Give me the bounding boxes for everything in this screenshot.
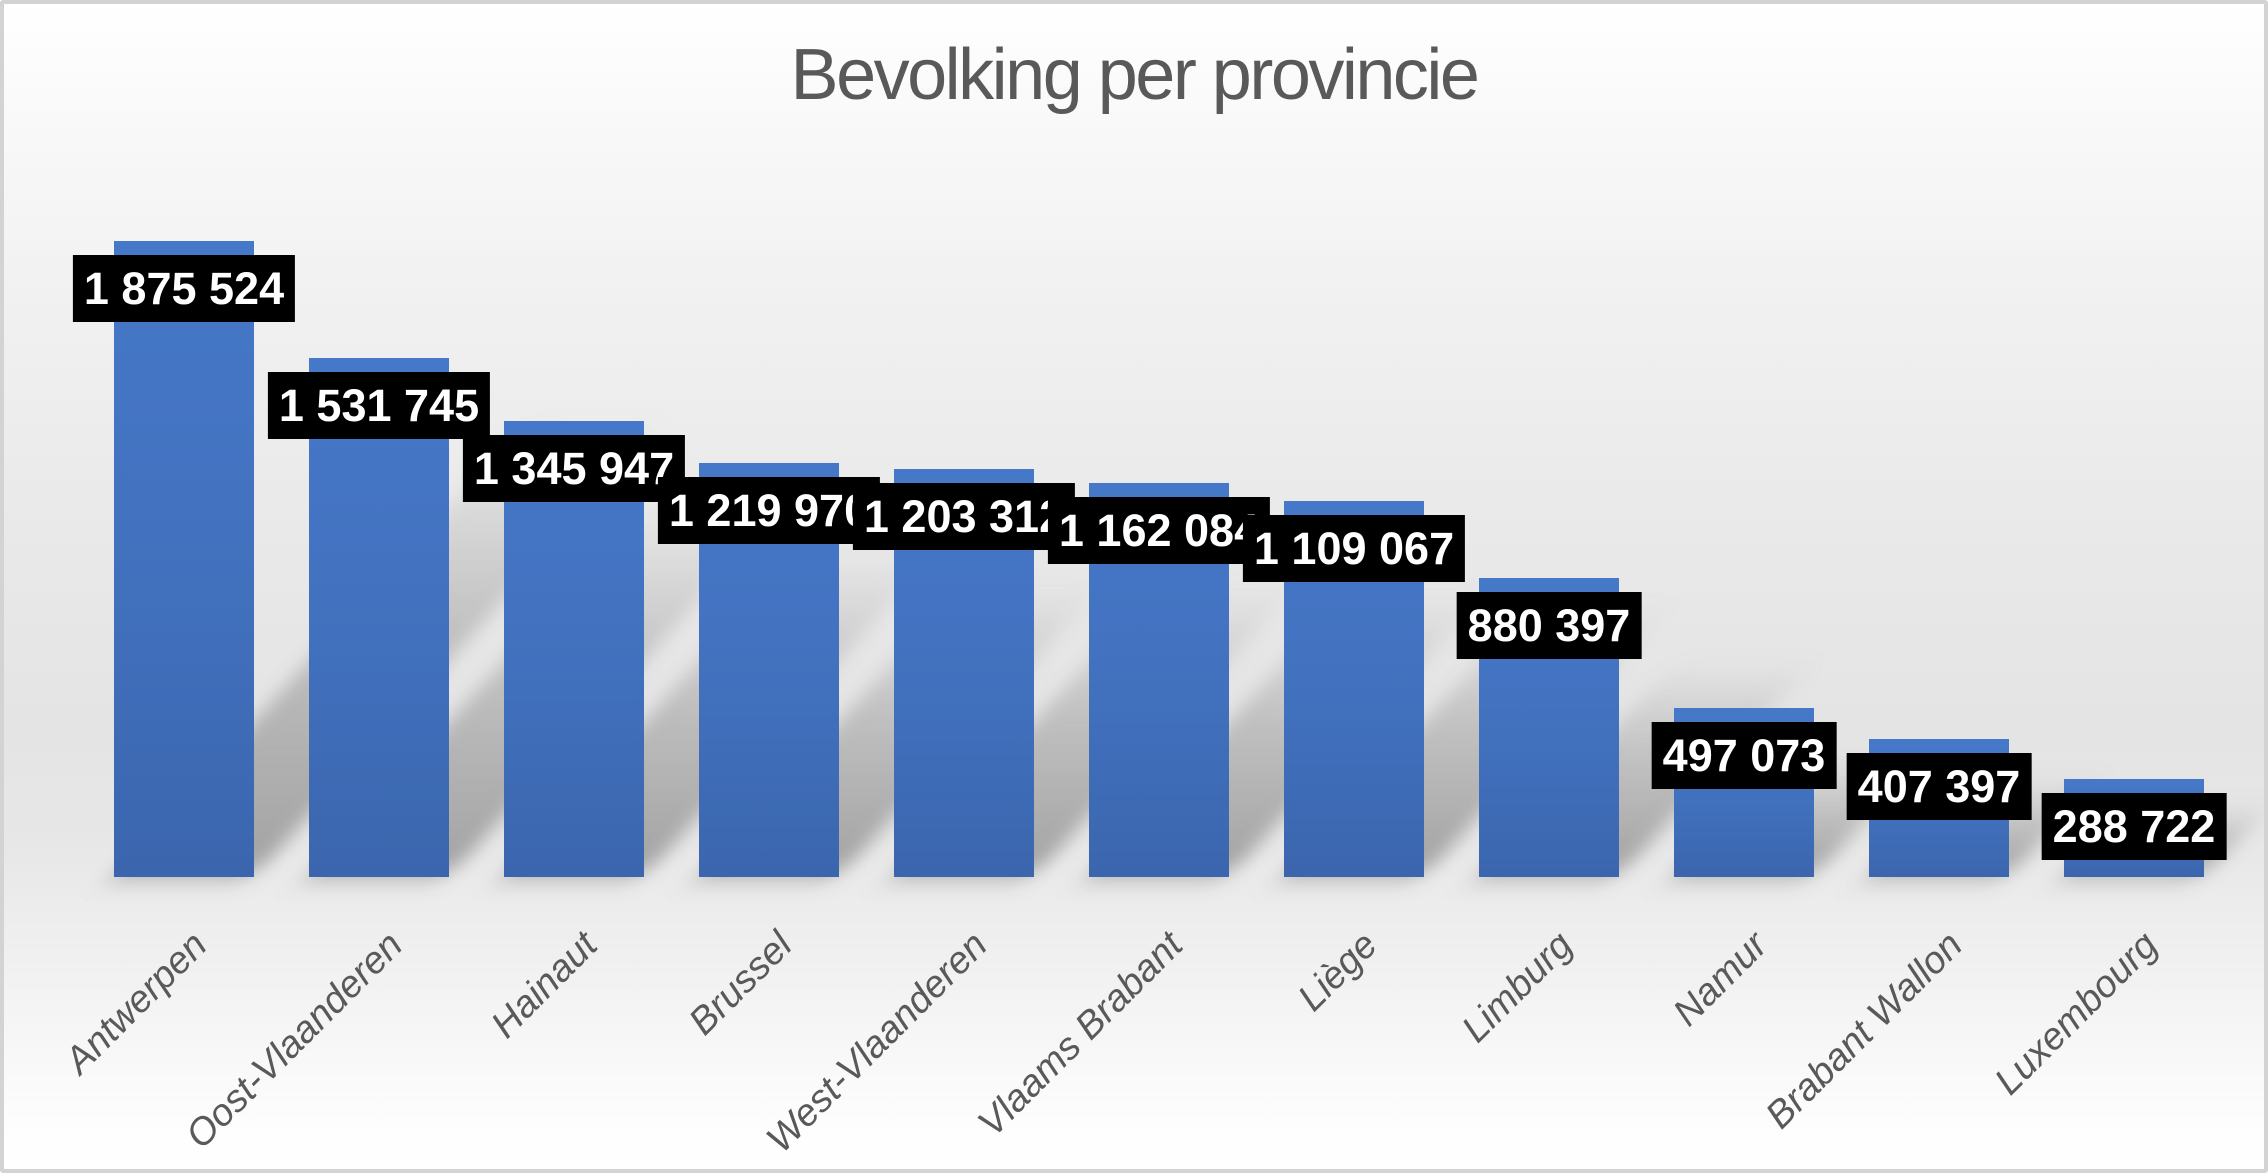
data-label[interactable]: 1 162 084 bbox=[1047, 497, 1271, 564]
category-axis-label[interactable]: Oost-Vlaanderen bbox=[177, 924, 411, 1157]
data-label[interactable]: 407 397 bbox=[1846, 753, 2032, 820]
data-label[interactable]: 880 397 bbox=[1456, 592, 1642, 659]
category-axis-label[interactable]: Brabant Wallon bbox=[1757, 924, 1971, 1137]
chart-title[interactable]: Bevolking per provincie bbox=[790, 35, 1480, 115]
bar[interactable] bbox=[309, 358, 449, 877]
category-axis-label[interactable]: Vlaams Brabant bbox=[969, 924, 1191, 1145]
category-axis-label[interactable]: Namur bbox=[1665, 924, 1776, 1035]
category-axis-label[interactable]: Antwerpen bbox=[57, 924, 216, 1083]
data-label[interactable]: 1 203 312 bbox=[852, 483, 1076, 550]
category-axis-label[interactable]: Luxembourg bbox=[1986, 924, 2166, 1104]
data-label[interactable]: 1 875 524 bbox=[72, 255, 296, 322]
data-label[interactable]: 1 109 067 bbox=[1242, 515, 1466, 582]
category-axis-label[interactable]: Limburg bbox=[1453, 924, 1581, 1051]
plot-area: 1 875 524 Antwerpen 1 531 745 Oost-Vlaander… bbox=[4, 4, 2264, 1169]
data-label[interactable]: 1 531 745 bbox=[267, 372, 491, 439]
category-axis-label[interactable]: Liège bbox=[1290, 924, 1386, 1020]
data-label[interactable]: 288 722 bbox=[2041, 793, 2227, 860]
data-label[interactable]: 1 219 970 bbox=[657, 477, 881, 544]
category-axis-label[interactable]: Hainaut bbox=[483, 924, 606, 1047]
bar[interactable] bbox=[114, 241, 254, 877]
data-label[interactable]: 497 073 bbox=[1651, 722, 1837, 789]
data-label[interactable]: 1 345 947 bbox=[462, 435, 686, 502]
category-axis-label[interactable]: Brussel bbox=[681, 924, 801, 1044]
